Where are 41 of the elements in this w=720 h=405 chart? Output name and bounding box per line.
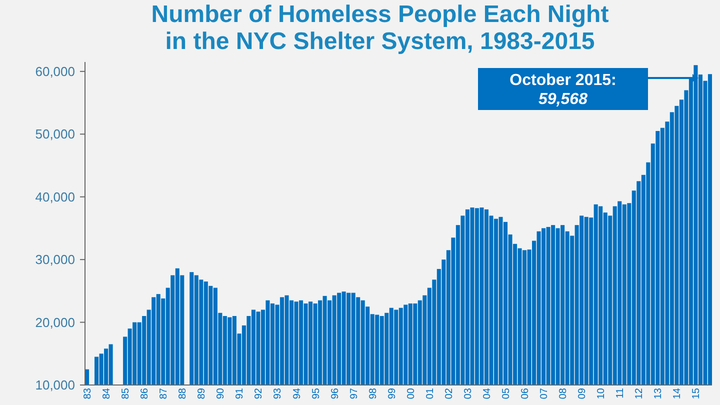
x-tick-label: 10 <box>596 388 608 400</box>
y-tick-label: 40,000 <box>35 189 75 204</box>
x-tick-label: 89 <box>196 388 208 400</box>
y-tick-label: 20,000 <box>35 314 75 330</box>
x-tick-label: 91 <box>234 388 246 400</box>
x-tick-label: 02 <box>444 388 455 400</box>
x-tick-label: 94 <box>292 388 303 400</box>
x-tick-label: 03 <box>462 388 474 400</box>
x-tick-label: 92 <box>254 388 265 400</box>
x-tick-label: 08 <box>558 388 570 400</box>
x-tick-label: 15 <box>691 388 702 400</box>
annotation: October 2015: 59,568 <box>510 72 616 108</box>
x-tick-label: 99 <box>386 388 398 400</box>
x-tick-label: 12 <box>634 388 646 400</box>
x-tick-label: 11 <box>615 388 626 398</box>
y-tick-label: 10,000 <box>35 378 75 393</box>
x-tick-label: 00 <box>406 388 417 400</box>
x-tick-label: 09 <box>577 388 588 400</box>
y-tick-label: 30,000 <box>35 252 75 268</box>
x-tick-label: 88 <box>178 388 189 400</box>
x-tick-label: 95 <box>310 388 322 400</box>
x-tick-label: 87 <box>158 388 170 400</box>
x-tick-label: 05 <box>500 388 512 400</box>
x-tick-label: 84 <box>102 388 113 400</box>
chart-title: Number of Homeless People Each Night in the NYC Shelter System, 1983-2015 <box>151 1 609 55</box>
x-tick-label: 96 <box>330 388 341 400</box>
x-tick-label: 13 <box>653 388 664 400</box>
x-tick-label: 01 <box>424 388 436 400</box>
x-tick-label: 85 <box>120 388 132 400</box>
y-tick-label: 50,000 <box>35 126 75 142</box>
x-tick-label: 06 <box>520 388 532 400</box>
x-tick-label: 07 <box>539 388 550 400</box>
x-tick-label: 98 <box>368 388 379 400</box>
x-tick-label: 97 <box>348 388 360 400</box>
x-tick-label: 90 <box>216 388 227 400</box>
x-tick-label: 86 <box>140 388 151 400</box>
x-tick-label: 83 <box>82 388 94 400</box>
x-tick-label: 04 <box>482 388 493 400</box>
y-tick-label: 60,000 <box>35 64 75 79</box>
x-tick-label: 14 <box>672 388 684 400</box>
x-tick-label: 93 <box>272 388 284 400</box>
